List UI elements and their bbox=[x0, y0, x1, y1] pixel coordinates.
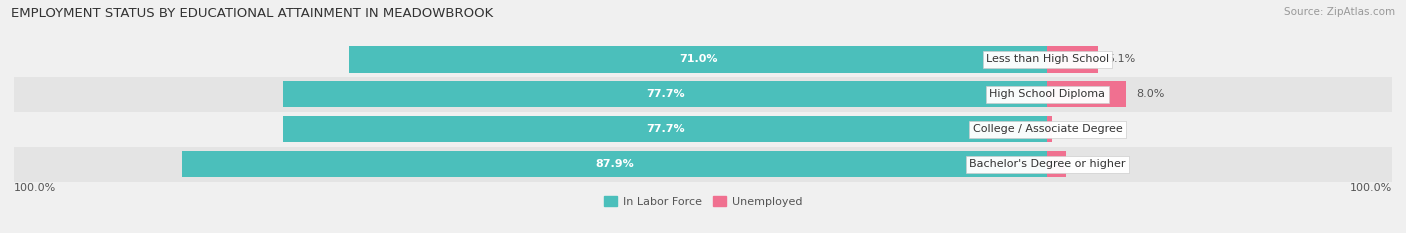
Text: College / Associate Degree: College / Associate Degree bbox=[973, 124, 1122, 134]
Text: High School Diploma: High School Diploma bbox=[990, 89, 1105, 99]
Text: 77.7%: 77.7% bbox=[645, 89, 685, 99]
Text: 0.5%: 0.5% bbox=[1063, 124, 1091, 134]
Bar bbox=[349, 46, 1047, 72]
Bar bbox=[283, 116, 1047, 142]
Text: 87.9%: 87.9% bbox=[596, 159, 634, 169]
Bar bbox=[14, 112, 1392, 147]
Text: EMPLOYMENT STATUS BY EDUCATIONAL ATTAINMENT IN MEADOWBROOK: EMPLOYMENT STATUS BY EDUCATIONAL ATTAINM… bbox=[11, 7, 494, 20]
Text: Less than High School: Less than High School bbox=[986, 55, 1109, 64]
Legend: In Labor Force, Unemployed: In Labor Force, Unemployed bbox=[603, 196, 803, 207]
Text: 1.9%: 1.9% bbox=[1076, 159, 1104, 169]
Bar bbox=[14, 77, 1392, 112]
Bar bbox=[183, 151, 1047, 177]
Text: 100.0%: 100.0% bbox=[14, 183, 56, 193]
Text: 100.0%: 100.0% bbox=[1350, 183, 1392, 193]
Bar bbox=[283, 81, 1047, 107]
Bar bbox=[1047, 46, 1098, 72]
Text: 5.1%: 5.1% bbox=[1108, 55, 1136, 64]
Text: Bachelor's Degree or higher: Bachelor's Degree or higher bbox=[969, 159, 1126, 169]
Bar bbox=[1047, 116, 1052, 142]
Text: 77.7%: 77.7% bbox=[645, 124, 685, 134]
Bar bbox=[14, 42, 1392, 77]
Text: 71.0%: 71.0% bbox=[679, 55, 717, 64]
Text: Source: ZipAtlas.com: Source: ZipAtlas.com bbox=[1284, 7, 1395, 17]
Bar bbox=[1047, 81, 1126, 107]
Bar bbox=[14, 147, 1392, 182]
Text: 8.0%: 8.0% bbox=[1136, 89, 1164, 99]
Bar bbox=[1047, 151, 1066, 177]
